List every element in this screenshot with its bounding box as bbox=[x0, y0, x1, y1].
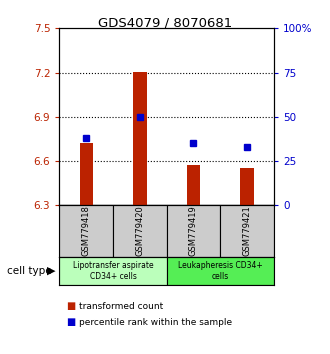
Text: ■: ■ bbox=[66, 301, 75, 311]
Text: Leukapheresis CD34+
cells: Leukapheresis CD34+ cells bbox=[178, 261, 263, 280]
Bar bbox=[240, 168, 254, 205]
Text: GSM779418: GSM779418 bbox=[82, 206, 91, 256]
Text: GDS4079 / 8070681: GDS4079 / 8070681 bbox=[98, 17, 232, 29]
Text: percentile rank within the sample: percentile rank within the sample bbox=[79, 318, 232, 327]
Text: GSM779420: GSM779420 bbox=[135, 206, 144, 256]
Text: ▶: ▶ bbox=[47, 266, 55, 276]
FancyBboxPatch shape bbox=[220, 205, 274, 257]
FancyBboxPatch shape bbox=[167, 205, 220, 257]
Text: GSM779419: GSM779419 bbox=[189, 206, 198, 256]
Bar bbox=[80, 143, 93, 205]
FancyBboxPatch shape bbox=[167, 257, 274, 285]
Text: Lipotransfer aspirate
CD34+ cells: Lipotransfer aspirate CD34+ cells bbox=[73, 261, 153, 280]
Bar bbox=[187, 165, 200, 205]
FancyBboxPatch shape bbox=[59, 205, 113, 257]
Bar bbox=[133, 72, 147, 205]
FancyBboxPatch shape bbox=[59, 257, 167, 285]
Text: GSM779421: GSM779421 bbox=[243, 206, 251, 256]
Text: transformed count: transformed count bbox=[79, 302, 163, 311]
Text: cell type: cell type bbox=[7, 266, 51, 276]
FancyBboxPatch shape bbox=[113, 205, 167, 257]
Text: ■: ■ bbox=[66, 317, 75, 327]
